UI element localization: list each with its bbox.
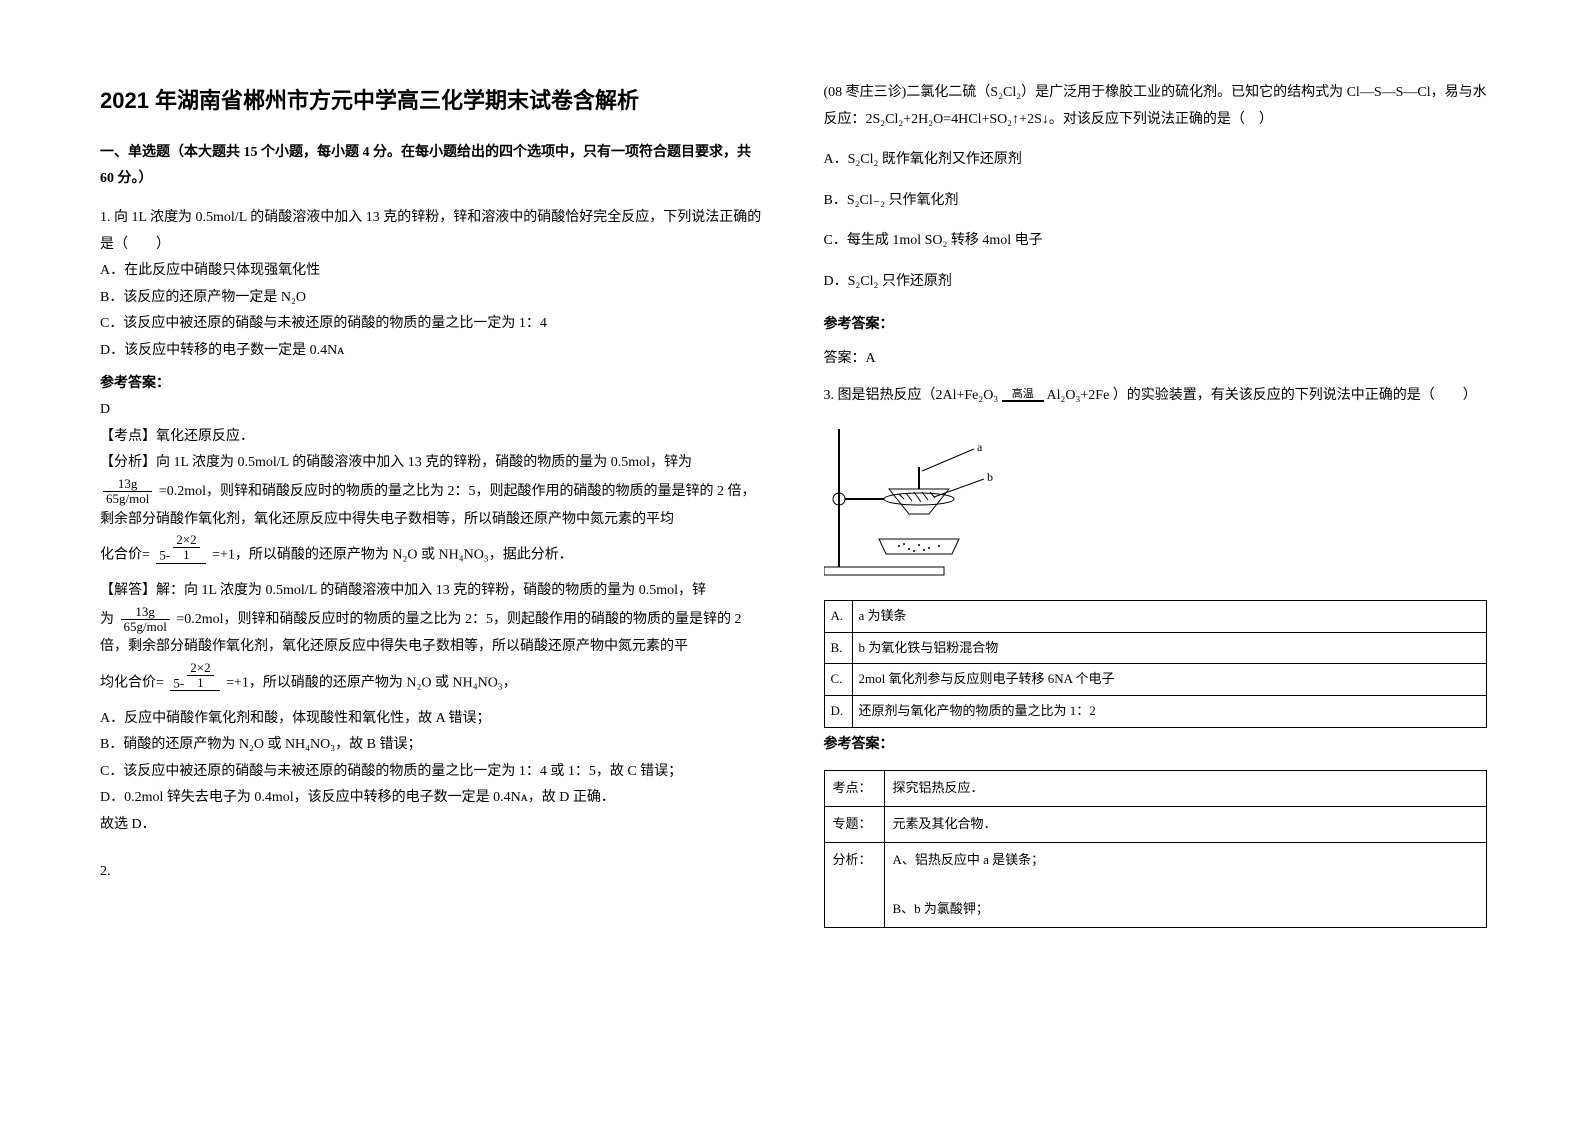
q1-analysis-1b-text: =0.2mol，则锌和硝酸反应时的物质的量之比为 2：5，则起酸作用的硝酸的物质… bbox=[100, 484, 756, 527]
frac2-num-pre: 5- bbox=[159, 547, 170, 562]
frac4-den-inner: 1 bbox=[187, 676, 213, 690]
q1-answer-label: 参考答案： bbox=[100, 371, 764, 398]
frac2-den-inner: 1 bbox=[173, 548, 199, 562]
frac4-num-pre: 5- bbox=[173, 675, 184, 690]
q1-analysis-1c-post: =+1，所以硝酸的还原产物为 N₂O 或 NH₄NO₃，据此分析． bbox=[212, 548, 573, 563]
q1-analysis-1c-pre: 化合价= bbox=[100, 548, 150, 563]
q1-analysis-1a-text: 【分析】向 1L 浓度为 0.5mol/L 的硝酸溶液中加入 13 克的锌粉，硝… bbox=[100, 455, 692, 470]
q1-option-c: C．该反应中被还原的硝酸与未被还原的硝酸的物质的量之比一定为 1：4 bbox=[100, 311, 764, 338]
ans-r1b: 探究铝热反应． bbox=[884, 771, 1487, 807]
ans-r1a: 考点： bbox=[824, 771, 884, 807]
q1-solve-1c-line: 均化合价= 5-2×21 1 =+1，所以硝酸的还原产物为 N₂O 或 NH₄N… bbox=[100, 661, 764, 706]
frac4-top: 2×2 bbox=[187, 661, 213, 676]
q2-option-b: B．S₂Cl₋₂ 只作氧化剂 bbox=[824, 188, 1488, 215]
fraction-3: 13g 65g/mol bbox=[121, 605, 170, 635]
frac1-den: 65g/mol bbox=[103, 492, 152, 506]
q1-solve-1b-post: =0.2mol，则锌和硝酸反应时的物质的量之比为 2：5，则起酸作用的硝酸的物质… bbox=[100, 612, 742, 655]
table-row: 分析： A、铝热反应中 a 是镁条； B、b 为氯酸钾； bbox=[824, 842, 1487, 927]
q3-opt-d-key: D. bbox=[824, 696, 852, 728]
frac2-num: 5-2×21 bbox=[156, 533, 205, 564]
q3-opt-b-text: b 为氧化铁与铝粉混合物 bbox=[852, 632, 1487, 664]
ans-r2b: 元素及其化合物． bbox=[884, 806, 1487, 842]
q1-solve-1a: 【解答】解：向 1L 浓度为 0.5mol/L 的硝酸溶液中加入 13 克的锌粉… bbox=[100, 578, 764, 605]
q1-option-d: D．该反应中转移的电子数一定是 0.4Nᴀ bbox=[100, 338, 764, 365]
q1-option-a: A．在此反应中硝酸只体现强氧化性 bbox=[100, 258, 764, 285]
q1-solve-c: C．该反应中被还原的硝酸与未被还原的硝酸的物质的量之比一定为 1：4 或 1：5… bbox=[100, 759, 764, 786]
q3-opt-a-key: A. bbox=[824, 600, 852, 632]
q3-opt-a-text: a 为镁条 bbox=[852, 600, 1487, 632]
frac2-top: 2×2 bbox=[173, 533, 199, 548]
right-column: (08 枣庄三诊)二氯化二硫（S₂Cl₂）是广泛用于橡胶工业的硫化剂。已知它的结… bbox=[824, 80, 1488, 1082]
q1-solve-b: B．硝酸的还原产物为 N₂O 或 NH₄NO₃，故 B 错误； bbox=[100, 732, 764, 759]
frac3-num: 13g bbox=[121, 605, 170, 620]
ans-r3b1: A、铝热反应中 a 是镁条； bbox=[893, 852, 1045, 867]
q1-option-b: B．该反应的还原产物一定是 N₂O bbox=[100, 285, 764, 312]
q2-option-a: A．S₂Cl₂ 既作氧化剂又作还原剂 bbox=[824, 147, 1488, 174]
q1-stem: 1. 向 1L 浓度为 0.5mol/L 的硝酸溶液中加入 13 克的锌粉，锌和… bbox=[100, 205, 764, 258]
q2-stem: (08 枣庄三诊)二氯化二硫（S₂Cl₂）是广泛用于橡胶工业的硫化剂。已知它的结… bbox=[824, 80, 1488, 133]
apparatus-diagram: a b bbox=[824, 419, 1488, 590]
table-row: 考点： 探究铝热反应． bbox=[824, 771, 1487, 807]
q3-stem: 3. 图是铝热反应（2Al+Fe₂O₃ 高温 Al₂O₃+2Fe ）的实验装置，… bbox=[824, 383, 1488, 410]
q2-number: 2. bbox=[100, 859, 764, 886]
table-row: C. 2mol 氧化剂参与反应则电子转移 6NA 个电子 bbox=[824, 664, 1487, 696]
ans-r3b2: B、b 为氯酸钾； bbox=[893, 901, 989, 916]
frac4-num: 5-2×21 bbox=[170, 661, 219, 692]
q1-solve-1b-pre: 为 bbox=[100, 612, 114, 627]
fraction-4: 5-2×21 1 bbox=[170, 661, 219, 706]
frac1-num: 13g bbox=[103, 477, 152, 492]
q1-solve-d: D．0.2mol 锌失去电子为 0.4mol，该反应中转移的电子数一定是 0.4… bbox=[100, 785, 764, 812]
q3-options-table: A. a 为镁条 B. b 为氧化铁与铝粉混合物 C. 2mol 氧化剂参与反应… bbox=[824, 600, 1488, 728]
q1-solve-1b-line: 为 13g 65g/mol =0.2mol，则锌和硝酸反应时的物质的量之比为 2… bbox=[100, 605, 764, 661]
q1-solve-1c-post: =+1，所以硝酸的还原产物为 N₂O 或 NH₄NO₃， bbox=[226, 675, 517, 690]
ans-r3b: A、铝热反应中 a 是镁条； B、b 为氯酸钾； bbox=[884, 842, 1487, 927]
svg-text:b: b bbox=[987, 470, 993, 484]
q3-opt-c-text: 2mol 氧化剂参与反应则电子转移 6NA 个电子 bbox=[852, 664, 1487, 696]
table-row: A. a 为镁条 bbox=[824, 600, 1487, 632]
q3-condition: 高温 bbox=[1002, 389, 1044, 401]
table-row: 专题： 元素及其化合物． bbox=[824, 806, 1487, 842]
section-header: 一、单选题（本大题共 15 个小题，每小题 4 分。在每小题给出的四个选项中，只… bbox=[100, 140, 764, 193]
q1-final: 故选 D． bbox=[100, 812, 764, 839]
q2-option-c: C．每生成 1mol SO₂ 转移 4mol 电子 bbox=[824, 228, 1488, 255]
fraction-2: 5-2×21 1 bbox=[156, 533, 205, 578]
q1-analysis-1b-line: 13g 65g/mol =0.2mol，则锌和硝酸反应时的物质的量之比为 2：5… bbox=[100, 477, 764, 533]
q2-answer-label: 参考答案： bbox=[824, 312, 1488, 339]
left-column: 2021 年湖南省郴州市方元中学高三化学期末试卷含解析 一、单选题（本大题共 1… bbox=[100, 80, 764, 1082]
q3-stem-pre: 3. 图是铝热反应（2Al+Fe₂O₃ bbox=[824, 388, 1002, 403]
q1-solve-1c-pre: 均化合价= bbox=[100, 675, 164, 690]
table-row: B. b 为氧化铁与铝粉混合物 bbox=[824, 632, 1487, 664]
svg-text:a: a bbox=[977, 440, 983, 454]
ans-r3a: 分析： bbox=[824, 842, 884, 927]
table-row: D. 还原剂与氧化产物的物质的量之比为 1：2 bbox=[824, 696, 1487, 728]
q3-stem-post: Al₂O₃+2Fe ）的实验装置，有关该反应的下列说法中正确的是（ ） bbox=[1047, 388, 1477, 403]
paper-title: 2021 年湖南省郴州市方元中学高三化学期末试卷含解析 bbox=[100, 80, 764, 122]
q3-answer-table: 考点： 探究铝热反应． 专题： 元素及其化合物． 分析： A、铝热反应中 a 是… bbox=[824, 770, 1488, 927]
frac3-den: 65g/mol bbox=[121, 620, 170, 634]
q3-answer-label: 参考答案： bbox=[824, 732, 1488, 759]
ans-r2a: 专题： bbox=[824, 806, 884, 842]
q3-opt-c-key: C. bbox=[824, 664, 852, 696]
q1-answer: D bbox=[100, 397, 764, 424]
q3-opt-d-text: 还原剂与氧化产物的物质的量之比为 1：2 bbox=[852, 696, 1487, 728]
q1-analysis-1a: 【分析】向 1L 浓度为 0.5mol/L 的硝酸溶液中加入 13 克的锌粉，硝… bbox=[100, 450, 764, 477]
q1-point: 【考点】氧化还原反应． bbox=[100, 424, 764, 451]
q2-answer: 答案：A bbox=[824, 346, 1488, 373]
q1-analysis-1c-line: 化合价= 5-2×21 1 =+1，所以硝酸的还原产物为 N₂O 或 NH₄NO… bbox=[100, 533, 764, 578]
q2-option-d: D．S₂Cl₂ 只作还原剂 bbox=[824, 269, 1488, 296]
fraction-1: 13g 65g/mol bbox=[103, 477, 152, 507]
q3-opt-b-key: B. bbox=[824, 632, 852, 664]
q1-solve-a: A．反应中硝酸作氧化剂和酸，体现酸性和氧化性，故 A 错误； bbox=[100, 706, 764, 733]
